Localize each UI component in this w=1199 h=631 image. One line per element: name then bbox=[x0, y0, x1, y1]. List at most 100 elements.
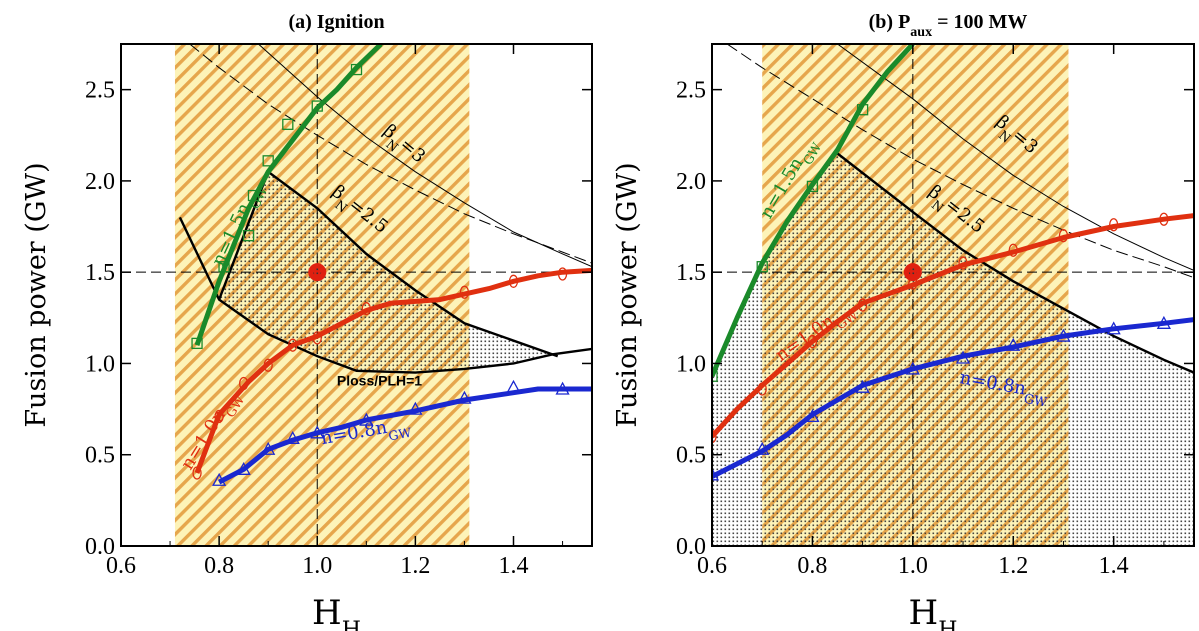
y-tick-label: 1.0 bbox=[676, 351, 706, 377]
series-n-1-0-marker bbox=[807, 334, 818, 349]
series-n-1-5-marker bbox=[282, 118, 294, 130]
x-tick-label: 1.2 bbox=[400, 553, 430, 579]
series-n-1-0-marker bbox=[958, 256, 968, 270]
series-n-1-5-marker bbox=[247, 189, 260, 202]
beta-limit-dashed-curve bbox=[189, 44, 592, 264]
series-n-1-5-marker bbox=[311, 100, 323, 112]
series-n-1-0-marker bbox=[239, 376, 249, 391]
series-n-0-8-marker bbox=[555, 381, 570, 395]
series-n-1-5-line bbox=[712, 44, 915, 378]
beta-n-3-curve bbox=[837, 44, 1194, 271]
series-n-1-5-marker bbox=[191, 337, 203, 350]
boundary-ploss bbox=[178, 216, 592, 374]
panel-b-paux-100mw: 0.6 0.8 1.0 1.2 1.4 0.0 0.5 1.0 1.5 2.0 2.5 (b) Pau… bbox=[612, 11, 1195, 631]
series-n-0-8-marker bbox=[285, 430, 300, 444]
x-axis-label: HH bbox=[312, 593, 361, 631]
y-tick-label: 2.0 bbox=[85, 169, 115, 195]
series-n-1-0-marker bbox=[1058, 229, 1069, 243]
series-n-1-0-marker bbox=[857, 298, 868, 312]
series-n-0-8-line bbox=[217, 386, 592, 485]
series-n-0-8-marker bbox=[905, 361, 920, 375]
series-n-1-0-marker bbox=[459, 285, 470, 299]
series-n-1-0-marker bbox=[508, 274, 519, 288]
x-tick-label: 0.6 bbox=[697, 553, 727, 579]
series-n-1-0-marker bbox=[557, 267, 568, 281]
series-n-0-8-marker bbox=[212, 472, 227, 486]
x-tick-label: 1.2 bbox=[998, 553, 1028, 579]
y-tick-label: 2.0 bbox=[676, 169, 706, 195]
x-tick-label: 0.8 bbox=[204, 553, 234, 579]
x-axis-label: HH bbox=[909, 593, 958, 631]
x-tick-label: 1.0 bbox=[302, 553, 332, 579]
series-n-0-8-marker bbox=[1156, 315, 1171, 329]
series-n-1-5-marker bbox=[218, 261, 230, 273]
series-n-1-5-marker bbox=[350, 63, 363, 76]
series-n-1-0-marker bbox=[214, 409, 224, 424]
series-n-1-5-marker bbox=[756, 261, 768, 273]
plot-area bbox=[712, 44, 1194, 546]
series-n-1-0-marker bbox=[1008, 243, 1018, 257]
ploss-label: Ploss/PLH=1 bbox=[337, 372, 422, 388]
series-n-0-8-marker bbox=[236, 461, 251, 475]
x-tick-label: 1.4 bbox=[1099, 553, 1129, 579]
series-n-0-8-marker bbox=[310, 425, 325, 439]
series-n-1-5-line bbox=[194, 44, 383, 347]
y-tick-label: 2.5 bbox=[85, 78, 115, 104]
series-n-0-8-marker bbox=[955, 350, 971, 364]
design-point-center bbox=[313, 268, 322, 277]
series-n-0-8-line bbox=[712, 317, 1194, 479]
beta-limit-dashed-curve bbox=[726, 44, 1194, 279]
series-n-0-8-marker bbox=[712, 467, 720, 481]
series-n-0-8-marker bbox=[359, 412, 374, 426]
x-tick-label: 0.8 bbox=[797, 553, 827, 579]
panel-a-ignition: 0.6 0.8 1.0 1.2 1.4 0.0 0.5 1.0 1.5 2.0 2.5 (a) Ign… bbox=[21, 11, 593, 631]
series-n-1-5-marker bbox=[856, 104, 869, 116]
series-n-1-0-line bbox=[194, 267, 592, 474]
series-n-1-0-line bbox=[712, 213, 1194, 439]
y-tick-label: 1.5 bbox=[676, 260, 706, 286]
y-tick-label: 0.0 bbox=[85, 534, 115, 560]
y-tick-label: 0.5 bbox=[85, 443, 115, 469]
series-n-0-8-marker bbox=[457, 390, 472, 404]
series-n-0-8-marker bbox=[1056, 328, 1071, 342]
x-tick-label: 0.6 bbox=[106, 553, 136, 579]
series-n-1-0-marker bbox=[1159, 212, 1169, 226]
series-n-1-0-marker bbox=[712, 429, 717, 444]
design-point-center bbox=[908, 268, 917, 277]
plot-frame bbox=[711, 43, 1195, 547]
series-n-1-0-marker bbox=[192, 466, 202, 480]
y-tick-label: 0.0 bbox=[676, 534, 706, 560]
series-n-1-0-marker bbox=[1109, 218, 1119, 232]
x-tick-label: 1.0 bbox=[898, 553, 928, 579]
series-n-0-8-marker bbox=[755, 441, 770, 455]
boundary-beta-2-5 bbox=[836, 152, 1194, 374]
series-n-0-8-marker bbox=[1106, 321, 1121, 335]
series-n-0-8-marker bbox=[261, 441, 276, 455]
series-n-1-5-marker bbox=[242, 230, 255, 242]
series-n-0-8-marker bbox=[1006, 337, 1021, 351]
series-n-1-5-marker bbox=[712, 370, 718, 382]
y-tick-label: 2.5 bbox=[676, 78, 706, 104]
series-n-0-8-marker bbox=[408, 401, 423, 415]
series-n-1-0-marker bbox=[757, 382, 767, 396]
x-tick-label: 1.4 bbox=[499, 553, 529, 579]
y-tick-label: 1.0 bbox=[85, 351, 115, 377]
series-n-0-8-marker bbox=[855, 379, 870, 393]
panel-title: (b) Paux = 100 MW bbox=[869, 11, 1028, 40]
series-n-0-8-marker bbox=[805, 409, 820, 423]
plot-frame bbox=[120, 43, 593, 547]
series-n-1-0-marker bbox=[361, 302, 371, 316]
series-n-1-5-marker bbox=[262, 155, 274, 167]
series-n-1-0-marker bbox=[288, 338, 298, 352]
series-n-0-8-marker bbox=[506, 379, 521, 393]
plot-area bbox=[121, 44, 592, 546]
accessible-region bbox=[219, 171, 558, 373]
y-tick-label: 0.5 bbox=[676, 443, 706, 469]
y-tick-label: 1.5 bbox=[85, 260, 115, 286]
y-axis-label: Fusion power (GW) bbox=[21, 162, 52, 427]
series-n-1-5-marker bbox=[806, 180, 819, 193]
series-n-1-0-marker bbox=[312, 331, 322, 345]
panel-title: (a) Ignition bbox=[288, 11, 384, 33]
accessible-region bbox=[712, 149, 1194, 546]
